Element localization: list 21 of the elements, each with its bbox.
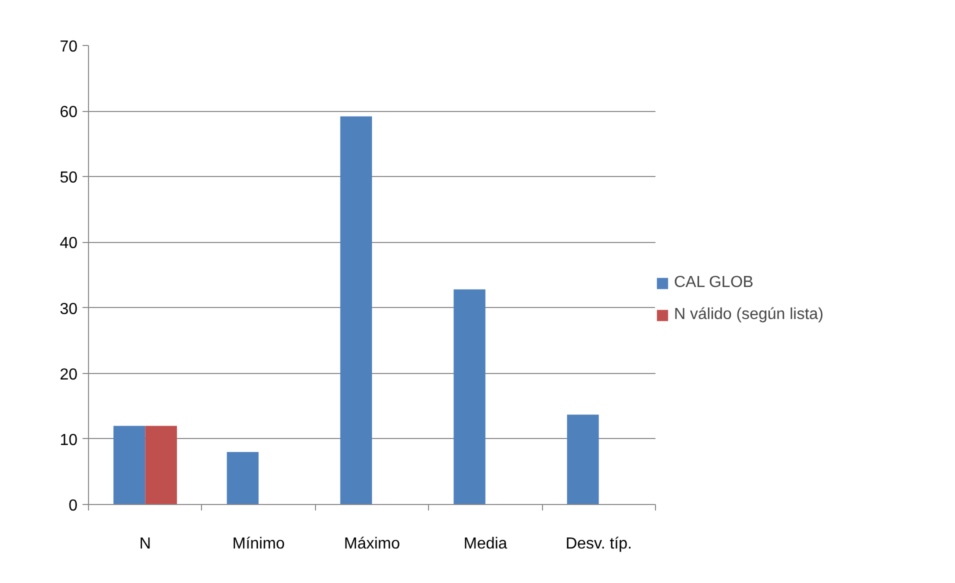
bar [567,414,599,504]
bar [454,289,486,504]
x-tick-label: Desv. típ. [566,536,632,552]
x-tick-label: N [139,536,151,552]
y-tick-label: 10 [60,432,78,449]
legend-label: N válido (según lista) [674,306,824,324]
bar [145,426,177,504]
bar [340,116,372,504]
bar [113,426,146,504]
y-tick-label: 30 [60,300,78,318]
bar [226,452,259,504]
y-tick-label: 0 [68,498,78,514]
y-tick-label: 40 [60,235,78,252]
y-tick-label: 70 [60,38,78,56]
y-tick-label: 20 [60,366,78,384]
y-tick-label: 60 [60,104,78,122]
x-tick-label: Media [464,536,508,552]
legend-label: CAL GLOB [674,274,754,292]
x-tick-label: Máximo [344,536,400,552]
x-tick-label: Mínimo [232,536,285,552]
y-tick-label: 50 [60,170,78,187]
